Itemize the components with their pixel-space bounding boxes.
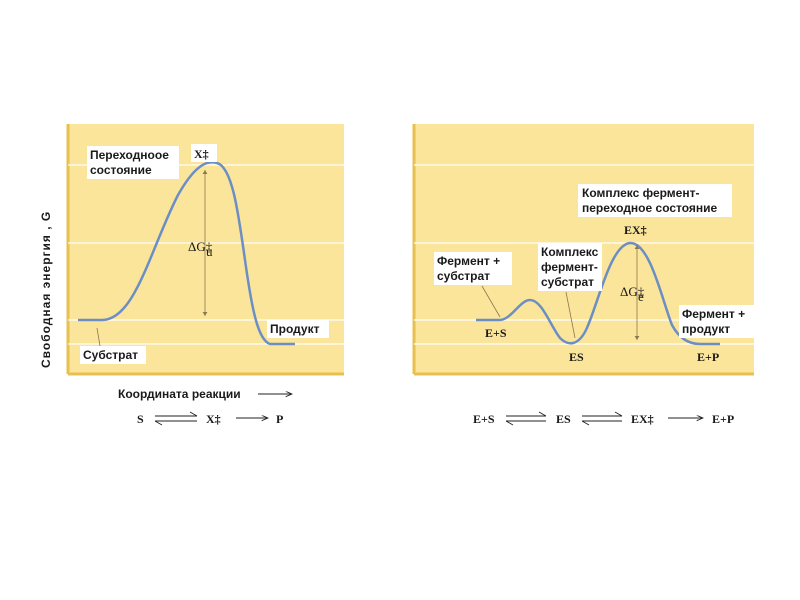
transition-state-label-line1: Переходноое bbox=[90, 148, 169, 162]
product-label-box bbox=[267, 320, 329, 338]
complex-es-pointer bbox=[565, 291, 576, 339]
x-axis-label: Координата реакции bbox=[118, 387, 241, 401]
equilibrium-arrow-back-head bbox=[581, 420, 590, 426]
scheme-es: ES bbox=[556, 412, 571, 426]
transition-state-label-box bbox=[87, 146, 179, 179]
substrate-pointer bbox=[96, 327, 101, 347]
complex-ts-label-box bbox=[578, 184, 732, 217]
delta-g-right-subscript: e bbox=[638, 289, 644, 304]
right-reaction-scheme: E+S ES EX‡ E+P bbox=[473, 411, 734, 426]
enzyme-substrate-label-line2: субстрат bbox=[437, 269, 490, 283]
left-energy-curve bbox=[78, 161, 295, 346]
scheme-es-plus: E+S bbox=[473, 412, 495, 426]
complex-ts-label-line2: переходное состояние bbox=[582, 201, 718, 215]
left-panel: Переходноое состояние X‡ ΔG‡ u Субстрат … bbox=[66, 124, 344, 376]
enzyme-product-label-line1: Фермент + bbox=[682, 307, 745, 321]
scheme-ex: EX‡ bbox=[631, 412, 654, 426]
enzyme-product-label-box bbox=[679, 305, 755, 338]
left-reaction-scheme: S X‡ P bbox=[137, 411, 283, 426]
substrate-label-box bbox=[80, 346, 146, 364]
enzyme-substrate-label-line1: Фермент + bbox=[437, 254, 500, 268]
equilibrium-arrow-back-head bbox=[505, 420, 514, 426]
scheme-s: S bbox=[137, 412, 144, 426]
complex-ts-label-line1: Комплекс фермент- bbox=[582, 186, 699, 200]
es-point-label: ES bbox=[569, 350, 584, 364]
scheme-ep: E+P bbox=[712, 412, 734, 426]
right-energy-curve bbox=[476, 241, 720, 346]
enzyme-product-label-line2: продукт bbox=[682, 322, 730, 336]
delta-g-right: ΔG‡ bbox=[620, 284, 645, 299]
complex-es-label-line1: Комплекс bbox=[541, 245, 599, 259]
enzyme-substrate-pointer bbox=[481, 285, 501, 318]
equilibrium-arrow-forward-head bbox=[614, 411, 623, 417]
scheme-x: X‡ bbox=[206, 412, 221, 426]
complex-es-label-line2: фермент- bbox=[541, 260, 598, 274]
transition-symbol-box bbox=[191, 144, 217, 162]
equilibrium-arrow-back-head bbox=[154, 420, 163, 426]
es-plus-point-label: E+S bbox=[485, 326, 507, 340]
ex-symbol: EX‡ bbox=[624, 223, 647, 237]
enzyme-substrate-label-box bbox=[434, 252, 512, 285]
right-panel: Комплекс фермент- переходное состояние E… bbox=[412, 124, 755, 376]
equilibrium-arrow-forward-head bbox=[189, 411, 198, 417]
transition-state-label-line2: состояние bbox=[90, 163, 152, 177]
delta-g-left-subscript: u bbox=[206, 244, 213, 259]
complex-es-label-line3: субстрат bbox=[541, 275, 594, 289]
y-axis-label: Свободная энергия , G bbox=[39, 211, 53, 368]
transition-symbol: X‡ bbox=[194, 147, 209, 161]
scheme-p: P bbox=[276, 412, 283, 426]
product-label: Продукт bbox=[270, 322, 320, 336]
ep-point-label: E+P bbox=[697, 350, 719, 364]
complex-es-label-box bbox=[538, 243, 602, 291]
equilibrium-arrow-forward-head bbox=[538, 411, 547, 417]
substrate-label: Субстрат bbox=[83, 348, 138, 362]
delta-g-left: ΔG‡ bbox=[188, 239, 213, 254]
